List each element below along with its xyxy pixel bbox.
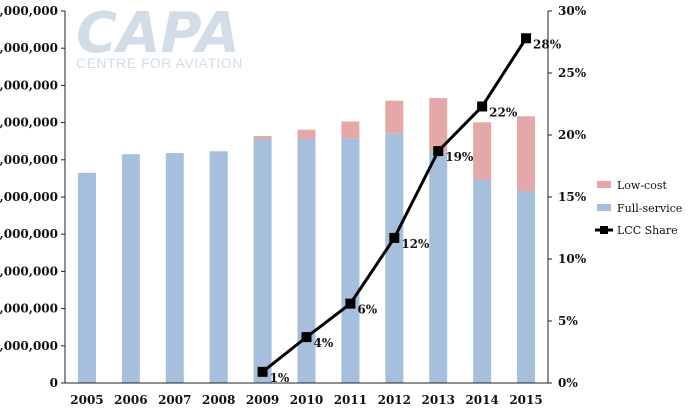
lcc-share-data-label-2009: 1% — [270, 371, 290, 385]
bar-full-service-2007 — [165, 153, 184, 383]
x-tick-label: 2013 — [422, 393, 455, 407]
capa-logo: CAPA CENTRE FOR AVIATION — [76, 1, 243, 71]
bar-full-service-2014 — [473, 179, 492, 383]
y-right-tick-label: 10% — [558, 252, 587, 266]
x-tick-label: 2011 — [334, 393, 367, 407]
legend-label-lcc-share: LCC Share — [617, 224, 678, 237]
bar-full-service-2005 — [77, 172, 96, 383]
bar-low-cost-2012 — [385, 100, 404, 134]
bar-low-cost-2010 — [297, 129, 316, 139]
bar-full-service-2008 — [209, 151, 228, 383]
legend-label-full-service: Full-service — [617, 202, 682, 215]
lcc-share-marker-2011 — [345, 298, 356, 309]
x-tick-label: 2009 — [246, 393, 279, 407]
y-right-tick-label: 5% — [558, 314, 578, 328]
axes-layer: 0 1,000,000 2,000,000 3,000,000 4,000,000 5,0… — [0, 4, 587, 407]
y-right-tick-label: 20% — [558, 128, 587, 142]
lcc-share-marker-2013 — [433, 146, 444, 157]
lcc-share-data-label-2010: 4% — [314, 336, 334, 350]
line-layer: 1% 4% 6% 12% 19% 22% 28% — [257, 33, 562, 385]
y-left-tick-label: 10,000,000 — [0, 4, 58, 18]
lcc-share-marker-2015 — [521, 33, 532, 44]
bar-low-cost-2009 — [253, 135, 272, 139]
logo-subtitle: CENTRE FOR AVIATION — [76, 55, 243, 71]
bars-layer — [77, 98, 536, 383]
bar-full-service-2012 — [385, 133, 404, 383]
bar-low-cost-2014 — [473, 122, 492, 180]
legend-marker-lcc-share — [600, 226, 608, 234]
y-left-tick-label: 7,000,000 — [0, 116, 58, 130]
x-tick-label: 2014 — [465, 393, 498, 407]
bar-full-service-2009 — [253, 138, 272, 383]
bar-full-service-2010 — [297, 138, 316, 383]
bar-full-service-2015 — [517, 191, 536, 383]
y-left-tick-label: 5,000,000 — [0, 190, 58, 204]
y-left-tick-label: 6,000,000 — [0, 153, 58, 167]
bar-full-service-2011 — [341, 138, 360, 383]
y-right-tick-label: 30% — [558, 4, 587, 18]
x-tick-label: 2005 — [70, 393, 103, 407]
lcc-share-marker-2012 — [389, 232, 400, 243]
y-left-tick-label: 4,000,000 — [0, 227, 58, 241]
legend: Low-cost Full-service LCC Share — [595, 179, 682, 237]
x-tick-label: 2012 — [378, 393, 411, 407]
lcc-share-data-label-2011: 6% — [357, 303, 377, 317]
y-left-tick-label: 0 — [50, 376, 58, 390]
bar-full-service-2006 — [121, 154, 140, 383]
legend-swatch-full-service — [597, 204, 611, 211]
x-tick-label: 2006 — [114, 393, 147, 407]
x-tick-label: 2008 — [202, 393, 235, 407]
lcc-share-marker-2014 — [477, 101, 488, 112]
y-left-tick-label: 9,000,000 — [0, 41, 58, 55]
x-tick-label: 2015 — [509, 393, 542, 407]
lcc-share-data-label-2013: 19% — [445, 150, 474, 164]
legend-swatch-low-cost — [597, 181, 611, 188]
lcc-share-data-label-2012: 12% — [401, 237, 430, 251]
y-left-tick-label: 8,000,000 — [0, 78, 58, 92]
y-left-tick-label: 2,000,000 — [0, 302, 58, 316]
lcc-share-marker-2009 — [257, 366, 268, 377]
y-right-tick-label: 15% — [558, 190, 587, 204]
legend-label-low-cost: Low-cost — [617, 179, 667, 192]
y-right-tick-label: 0% — [558, 376, 578, 390]
bar-low-cost-2011 — [341, 121, 360, 139]
y-left-tick-label: 1,000,000 — [0, 339, 58, 353]
bar-full-service-2013 — [429, 151, 448, 383]
bar-low-cost-2015 — [517, 116, 536, 192]
bar-low-cost-2013 — [429, 98, 448, 152]
y-right-tick-label: 25% — [558, 66, 587, 80]
lcc-share-data-label-2014: 22% — [489, 105, 518, 119]
x-tick-label: 2007 — [158, 393, 191, 407]
lcc-share-marker-2010 — [301, 332, 312, 343]
logo-name: CAPA — [76, 1, 240, 66]
x-tick-label: 2010 — [290, 393, 323, 407]
y-left-tick-label: 3,000,000 — [0, 264, 58, 278]
lcc-share-data-label-2015: 28% — [533, 37, 562, 51]
